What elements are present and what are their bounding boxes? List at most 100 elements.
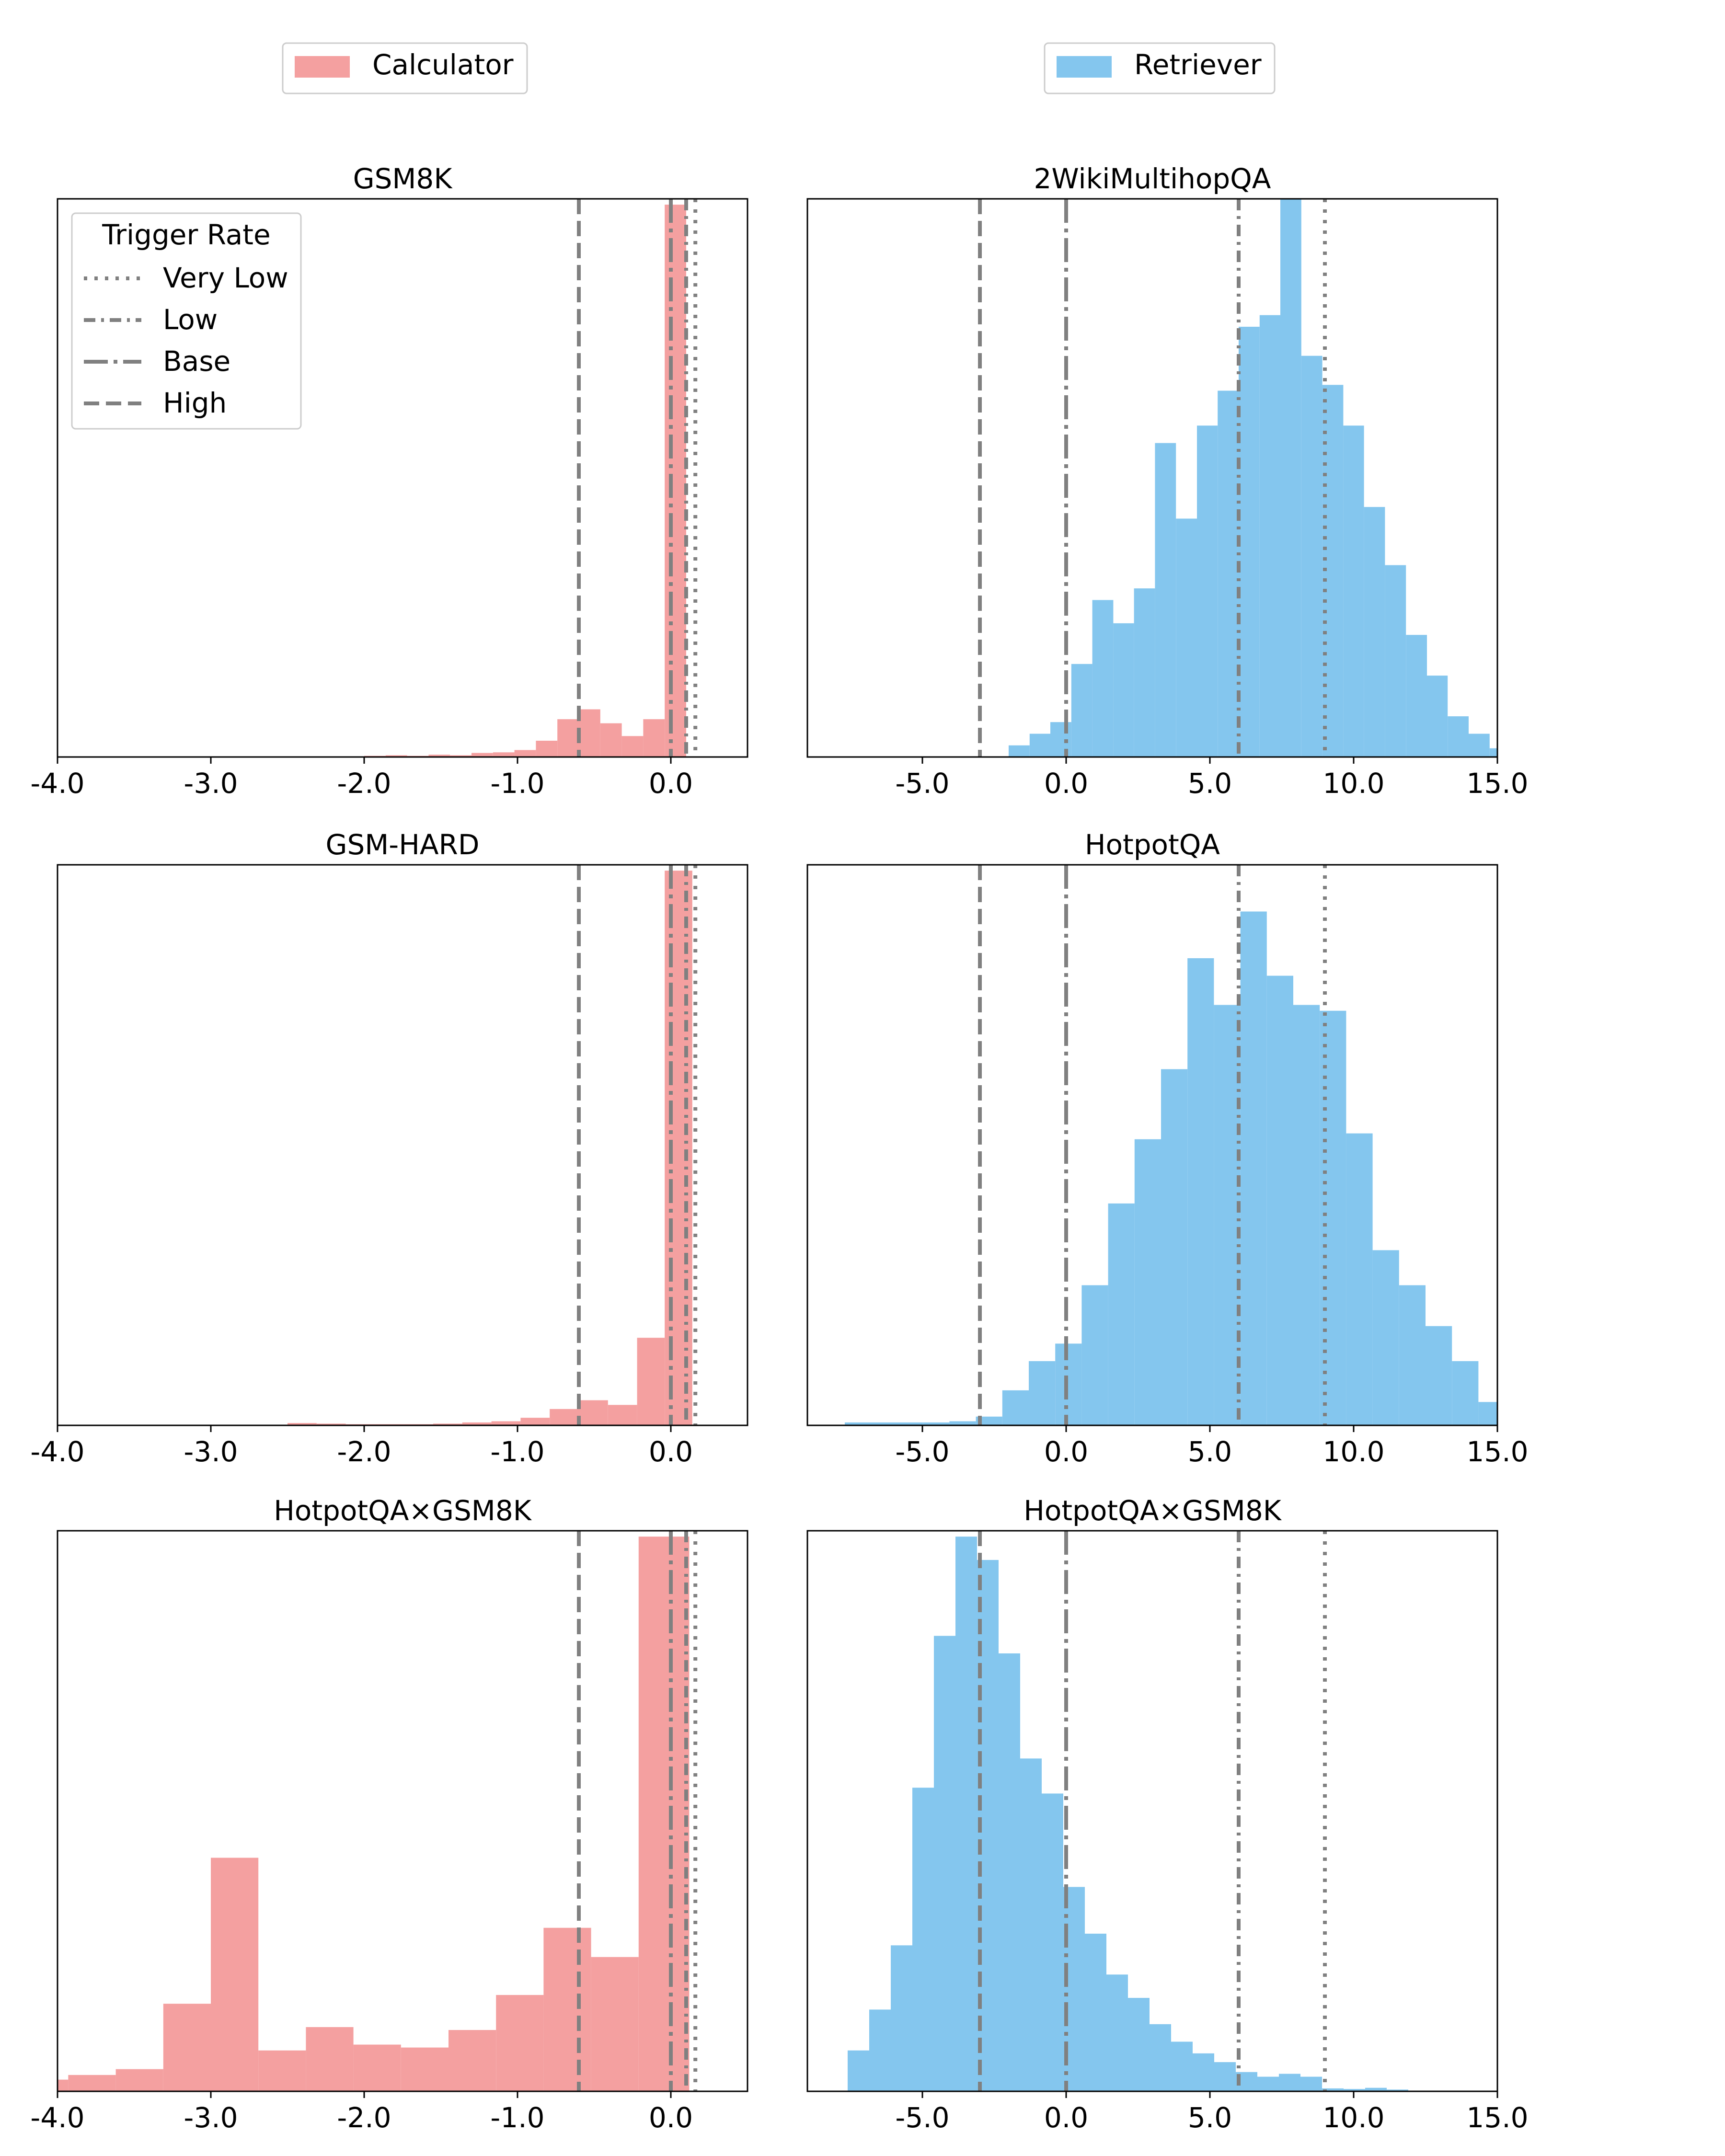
calculator-legend: Calculator (282, 42, 528, 94)
histogram-bar (1343, 425, 1364, 757)
panel-title: HotpotQA×GSM8K (1024, 1494, 1282, 1527)
x-tick-label: 10.0 (1322, 1435, 1384, 1468)
histogram-bar (1259, 315, 1280, 757)
histogram-bar (211, 1858, 259, 2091)
histogram-bar (1506, 1414, 1520, 1425)
x-tick-label: 0.0 (649, 2101, 693, 2134)
histogram-bar (579, 709, 600, 757)
x-tick-label: -2.0 (337, 767, 391, 800)
histogram-bar (288, 1423, 317, 1425)
histogram-bar (493, 752, 515, 757)
histogram-bar (1387, 2089, 1408, 2091)
histogram-bar (520, 1418, 550, 1425)
histogram-bar (450, 755, 472, 757)
histogram-bar (1187, 958, 1214, 1425)
histogram-bar (1193, 2053, 1214, 2091)
histogram-bar (1134, 1139, 1161, 1425)
histogram-bar (871, 1422, 897, 1425)
histogram-bar (1346, 1133, 1373, 1425)
x-tick-label: -4.0 (30, 1435, 84, 1468)
plot-frame (57, 864, 748, 1426)
histogram-bar (665, 871, 692, 1425)
histogram-bar (949, 1421, 976, 1425)
x-tick-label: -1.0 (490, 2101, 544, 2134)
histogram-bar (1029, 734, 1050, 757)
histogram-bar (897, 1422, 923, 1425)
histogram-bar (491, 1421, 521, 1425)
calculator-legend-box (282, 42, 528, 94)
histogram-bar (1042, 1793, 1063, 2091)
x-tick-label: -1.0 (490, 1435, 544, 1468)
histogram-bar (1214, 2062, 1236, 2091)
trigger-legend-title: Trigger Rate (102, 218, 270, 251)
panel-gsm-hard: GSM-HARD -4.0 -3.0 -2.0 -1.0 0.0 (30, 828, 748, 1468)
histogram-bar (1406, 635, 1427, 757)
trigger-legend-low: Low (163, 303, 218, 336)
histogram-bar (1448, 716, 1469, 757)
panel-2wikimultihopqa: 2WikiMultihopQA -5.0 0.0 5.0 10.0 15.0 (806, 162, 1529, 800)
histogram-bar (665, 205, 686, 757)
histogram-bar (912, 1788, 934, 2091)
histogram-bar (999, 1653, 1020, 2091)
histogram-bar (496, 1995, 544, 2091)
x-tick-label: -3.0 (184, 2101, 238, 2134)
trigger-legend-high: High (163, 387, 227, 419)
histogram-bar (1197, 425, 1218, 757)
panel-title: HotpotQA (1085, 828, 1220, 861)
histogram-bar (1055, 1343, 1082, 1425)
histogram-bar (353, 2044, 401, 2091)
calculator-legend-swatch (295, 56, 350, 78)
histogram-bar (934, 1636, 955, 2091)
histogram-bar (1176, 518, 1197, 757)
histogram-bar (638, 1537, 690, 2091)
histogram-bar (68, 2075, 116, 2091)
panel-gsm8k: GSM8K -4.0 -3.0 -2.0 -1.0 0.0 (30, 162, 748, 800)
x-tick-label: 5.0 (1188, 2101, 1232, 2134)
histogram-bar (258, 2050, 306, 2091)
trigger-legend-box (71, 212, 302, 430)
plot-area (58, 1531, 698, 2091)
panel-hotpotqa-gsm8k-calculator: HotpotQA×GSM8K -4.0 -3.0 -2.0 -1.0 0.0 (30, 1494, 748, 2134)
histogram-bar (433, 1423, 462, 1425)
histogram-bar (1113, 623, 1134, 757)
histogram-bar (1108, 1203, 1135, 1425)
histogram-bar (600, 723, 622, 757)
x-tick-label: 5.0 (1188, 1435, 1232, 1468)
histogram-bar (1320, 1010, 1346, 1425)
plot-frame (57, 1530, 748, 2092)
histogram-bar (462, 1422, 492, 1425)
x-tick-label: -2.0 (337, 2101, 391, 2134)
histogram-bar (845, 1422, 871, 1425)
histogram-bar (550, 1409, 579, 1425)
histogram-bar (1300, 2076, 1322, 2091)
x-tick-label: 0.0 (1044, 767, 1088, 800)
histogram-bar (1266, 975, 1293, 1425)
histogram-bar (448, 2030, 496, 2091)
histogram-bar (579, 1400, 608, 1425)
histogram-bar (1214, 1005, 1241, 1425)
histogram-bar (115, 2069, 163, 2091)
histogram-bar (1155, 443, 1176, 757)
histogram-bar (1029, 1361, 1056, 1425)
histogram-bar (1385, 565, 1406, 757)
panel-title: GSM-HARD (326, 828, 480, 861)
histogram-bar (1399, 1285, 1426, 1425)
x-tick-label: -2.0 (337, 1435, 391, 1468)
plot-area (364, 199, 698, 757)
histogram-bar (1427, 676, 1448, 757)
histogram-bar (1257, 2076, 1279, 2091)
histogram-bar (1020, 1758, 1042, 2091)
histogram-bar (637, 1338, 665, 1425)
x-tick-label: 0.0 (649, 1435, 693, 1468)
histogram-bar (1280, 199, 1301, 757)
histogram-bar (401, 2047, 448, 2091)
histogram-bar (1009, 745, 1030, 757)
histogram-bar (1469, 734, 1490, 757)
histogram-bar (621, 736, 644, 757)
x-tick-label: 0.0 (1044, 2101, 1088, 2134)
calculator-legend-label: Calculator (372, 48, 514, 81)
histogram-bar (591, 1957, 639, 2091)
trigger-rate-legend: Trigger Rate Very Low Low Base High (71, 212, 302, 430)
x-tick-label: -5.0 (895, 767, 949, 800)
x-tick-label: -3.0 (184, 767, 238, 800)
